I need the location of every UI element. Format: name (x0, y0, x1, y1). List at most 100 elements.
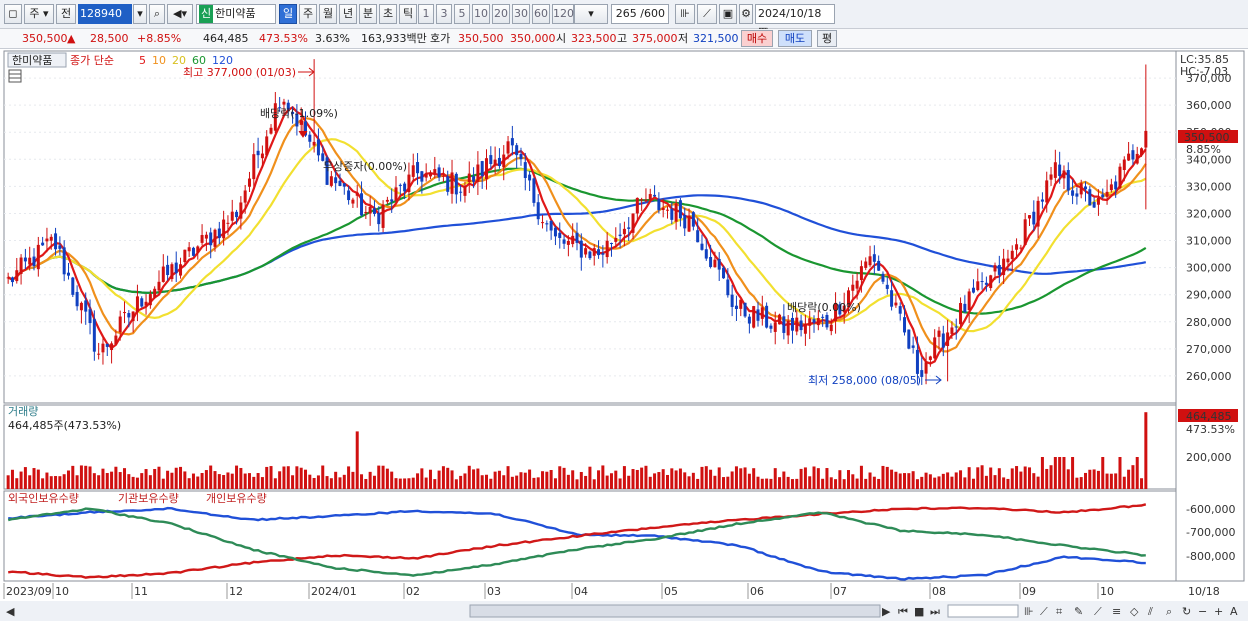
candle-body (183, 249, 187, 263)
volume-bar (653, 473, 657, 489)
shape-icon[interactable]: ◇ (1130, 605, 1139, 618)
interval-button[interactable]: 20 (492, 4, 510, 24)
buy-button[interactable]: 매수 (741, 30, 773, 47)
interval-button[interactable]: 120 (552, 4, 574, 24)
timeframe-button[interactable]: 일 (279, 4, 297, 24)
candle-body (950, 327, 954, 334)
date-input[interactable]: 2024/10/18 ▦ (755, 4, 835, 38)
search-icon[interactable]: ⌕ (149, 4, 165, 24)
interval-button[interactable]: 10 (472, 4, 490, 24)
volume-bar (209, 465, 213, 489)
volume-bar (84, 465, 88, 489)
window-icon[interactable]: ◻ (4, 4, 22, 24)
volume-bar (6, 475, 10, 489)
trend-icon[interactable]: ⟋ (1094, 605, 1102, 618)
candle-body (773, 322, 777, 332)
candle-body (726, 279, 730, 296)
chevron-down-icon[interactable]: ▾ (574, 4, 608, 24)
candle-body (541, 222, 545, 224)
candle-body (1114, 181, 1118, 190)
scroll-right-icon[interactable]: ▶ (882, 605, 891, 618)
period-select[interactable]: 주 ▾ (24, 4, 54, 24)
stock-legend-box[interactable] (7, 52, 67, 68)
interval-button[interactable]: 60 (532, 4, 550, 24)
candle-body (407, 174, 411, 193)
interval-button[interactable]: 5 (454, 4, 470, 24)
candle-body (200, 235, 204, 243)
candle-body (196, 246, 200, 253)
candle-body (463, 185, 467, 196)
magnify-icon[interactable]: ⌕ (1166, 605, 1172, 618)
gear-icon[interactable]: ⚙ (739, 4, 753, 24)
candle-body (834, 302, 838, 322)
timeframe-button[interactable]: 월 (319, 4, 337, 24)
candle-body (1096, 197, 1100, 205)
new-badge: 신 (199, 5, 214, 23)
volume-bar (661, 469, 665, 489)
candle-type-icon[interactable]: ⊪ (675, 4, 695, 24)
candle-body (924, 362, 928, 374)
sell-button[interactable]: 매도 (778, 30, 812, 47)
timeframe-button[interactable]: 초 (379, 4, 397, 24)
volume-bar (709, 469, 713, 489)
volume-bar (928, 474, 932, 489)
timeframe-button[interactable]: 주 (299, 4, 317, 24)
timeframe-button[interactable]: 년 (339, 4, 357, 24)
scrollbar-thumb[interactable] (469, 604, 881, 618)
stock-code-input[interactable]: 128940 (78, 4, 132, 24)
volume-bar (683, 472, 687, 489)
ruler-icon[interactable]: ⌗ (1056, 605, 1062, 618)
stock-name-field[interactable]: 신 한미약품 (196, 4, 276, 24)
zoom-out-icon[interactable]: − (1198, 605, 1207, 618)
candle-body (769, 325, 773, 329)
stop-icon[interactable]: ■ (914, 605, 924, 618)
flat-button[interactable]: 평 (817, 30, 837, 47)
sound-icon[interactable]: ◀▾ (167, 4, 193, 24)
candle-body (476, 164, 480, 182)
volume-bar (933, 477, 937, 489)
line-style-icon[interactable]: ⟋ (1040, 605, 1048, 618)
channel-icon[interactable]: ⫽ (1147, 605, 1153, 618)
candle-body (347, 190, 351, 201)
fibonacci-icon[interactable]: ≡ (1112, 605, 1121, 618)
zoom-slider[interactable] (947, 604, 1019, 618)
interval-button[interactable]: 30 (512, 4, 530, 24)
holding-tick-3: -800,000 (1186, 550, 1235, 563)
refresh-icon[interactable]: ↻ (1182, 605, 1191, 618)
timeframe-button[interactable]: 분 (359, 4, 377, 24)
zoom-in-icon[interactable]: + (1214, 605, 1223, 618)
save-icon[interactable]: ▣ (719, 4, 737, 24)
table-icon[interactable] (8, 69, 22, 83)
candle-style-icon[interactable]: ⊪ (1024, 605, 1034, 618)
price-pane[interactable] (3, 50, 1177, 404)
candle-body (920, 370, 924, 377)
volume-bar (217, 474, 221, 489)
bar-count-input[interactable]: 265 /600 (611, 4, 669, 24)
line-tool-icon[interactable]: ⟋ (697, 4, 717, 24)
chevron-down-icon[interactable]: ▾ (133, 4, 147, 24)
draw-tool-icon[interactable]: ✎ (1074, 605, 1083, 618)
last-page-icon[interactable]: ⏭ (930, 605, 940, 618)
volume-bar (1109, 473, 1113, 489)
scroll-left-icon[interactable]: ◀ (6, 605, 15, 618)
interval-button[interactable]: 1 (418, 4, 434, 24)
volume-bar (502, 475, 506, 489)
price-legend: 한미약품 종가 단순 5 10 20 60 120 (7, 52, 233, 83)
candle-body (79, 302, 83, 311)
open-label: 시 (556, 32, 567, 45)
price-tick: 310,000 (1186, 235, 1232, 248)
volume-bar (92, 473, 96, 489)
text-tool-icon[interactable]: A (1230, 605, 1238, 618)
volume-bar (528, 469, 532, 489)
bonus-issue-annotation: 무상증자(0.00%) (323, 160, 407, 173)
volume-bar (1118, 457, 1122, 489)
stock-chart[interactable]: 370,000360,000350,000340,000330,000320,0… (0, 49, 1248, 621)
first-page-icon[interactable]: ⏮ (898, 605, 908, 618)
interval-button[interactable]: 3 (436, 4, 452, 24)
compare-button[interactable]: 전 (56, 4, 76, 24)
timeframe-button[interactable]: 틱 (399, 4, 417, 24)
volume-bar (166, 470, 170, 489)
volume-bar (161, 478, 165, 489)
open-price: 323,500 (571, 32, 617, 45)
candle-body (825, 314, 829, 328)
